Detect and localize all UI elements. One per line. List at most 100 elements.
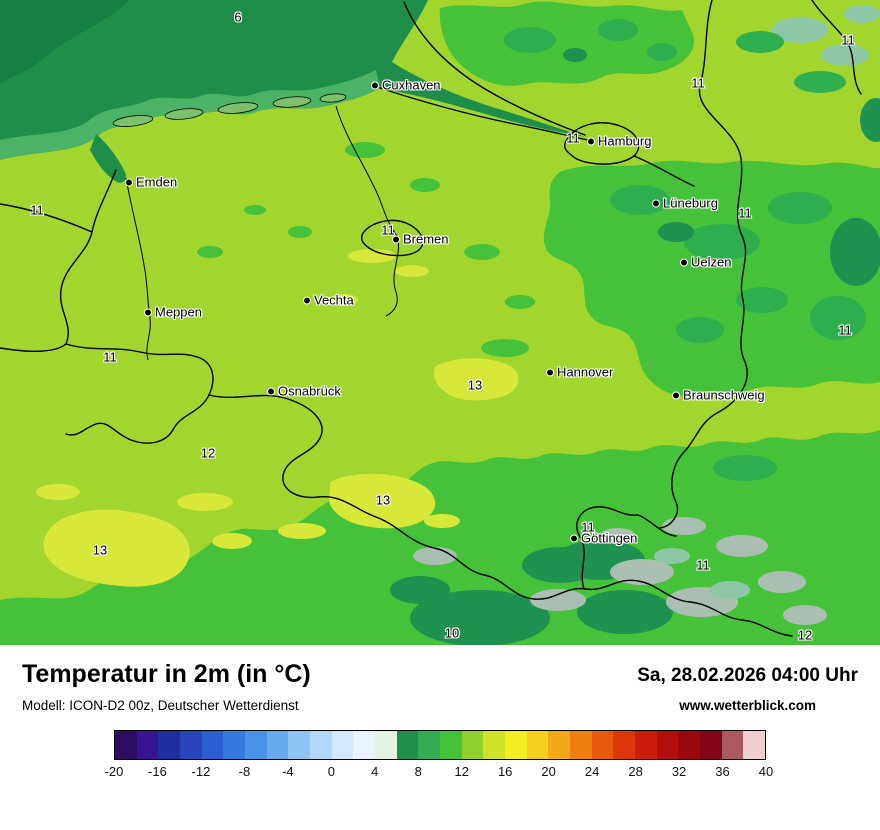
legend-color-block — [678, 731, 701, 759]
legend-color-block — [288, 731, 311, 759]
legend-tick-label: 16 — [497, 764, 513, 779]
coastline-elbe — [379, 87, 589, 141]
gray-patch — [783, 605, 827, 625]
legend-color-block — [570, 731, 592, 759]
green-patch — [577, 590, 673, 634]
legend-color-block — [526, 731, 549, 759]
green-patch — [736, 31, 784, 53]
green-region-south — [0, 430, 880, 645]
yellow-patch — [328, 473, 436, 529]
island — [164, 108, 204, 120]
border-nl-south — [65, 343, 214, 444]
yellow-patch — [330, 294, 358, 306]
green-patch — [288, 226, 312, 238]
legend-color-block — [483, 731, 506, 759]
legend-color-block — [180, 731, 202, 759]
green-patch — [504, 27, 556, 53]
coastline-sh — [403, 1, 586, 136]
green-patch — [810, 296, 866, 340]
border-northeast — [811, 0, 862, 95]
legend-color-block — [223, 731, 246, 759]
legend-color-block — [266, 731, 289, 759]
legend-color-block — [505, 731, 527, 759]
green-patch — [736, 287, 788, 313]
river-weser — [335, 105, 399, 317]
yellow-patch — [395, 265, 429, 277]
green-patches — [0, 1, 880, 645]
map-svg — [0, 0, 880, 645]
green-patch — [464, 244, 500, 260]
border-southeast — [689, 601, 793, 637]
legend-color-block — [700, 731, 722, 759]
datetime: Sa, 28.02.2026 04:00 Uhr — [637, 665, 858, 686]
gray-patch — [844, 5, 880, 23]
green-patch — [345, 142, 385, 158]
islands — [112, 93, 347, 127]
legend-color-block — [548, 731, 571, 759]
legend-tick-label: -4 — [282, 764, 294, 779]
border-south — [208, 394, 691, 603]
legend-color-block — [656, 731, 679, 759]
border-goettingen — [576, 506, 677, 590]
island — [217, 102, 259, 114]
legend-colorbar — [114, 730, 766, 760]
border-east — [659, 0, 748, 529]
legend-tick-label: 32 — [671, 764, 687, 779]
gray-patch — [610, 559, 674, 585]
legend-color-block — [353, 731, 376, 759]
gray-patch — [600, 528, 636, 544]
green-patch — [684, 224, 760, 260]
legend-tick-label: -8 — [238, 764, 251, 779]
green-patch — [563, 48, 587, 62]
legend-ticks: -20 -16 -12 -8 -4 0 4 8 12 16 20 24 28 32 36 40 — [105, 764, 774, 784]
legend-color-block — [461, 731, 484, 759]
ems-estuary — [90, 134, 126, 183]
gray-patch — [413, 547, 457, 565]
legend-color-block — [591, 731, 614, 759]
yellow-patch — [278, 523, 326, 539]
legend-color-block — [331, 731, 354, 759]
green-patch — [794, 71, 846, 93]
legend-tick-label: 40 — [758, 764, 774, 779]
legend-tick-label: 24 — [584, 764, 600, 779]
legend-tick-label: 4 — [371, 764, 379, 779]
legend-color-block — [136, 731, 159, 759]
river-ems — [125, 177, 151, 361]
legend-tick-label: 12 — [454, 764, 469, 779]
legend-color-block — [310, 731, 332, 759]
yellow-patch — [433, 358, 519, 401]
legend-color-block — [440, 731, 462, 759]
yellow-patch — [212, 533, 252, 549]
green-patch — [676, 317, 724, 343]
legend-color-block — [635, 731, 657, 759]
legend-color-block — [613, 731, 636, 759]
legend-color-block — [201, 731, 224, 759]
legend-color-block — [721, 731, 744, 759]
yellow-patch — [348, 249, 396, 263]
green-patch — [410, 590, 550, 645]
gray-patch — [716, 535, 768, 557]
yellow-patch — [43, 509, 190, 587]
gray-patch — [758, 571, 806, 593]
island — [112, 115, 154, 127]
sea-deep-corner — [0, 0, 130, 84]
rivers — [125, 105, 399, 361]
border-nl — [0, 169, 117, 352]
legend: -20 -16 -12 -8 -4 0 4 8 12 16 20 24 28 32 36 40 — [105, 730, 774, 784]
legend-tick-label: -16 — [148, 764, 167, 779]
legend-tick-label: 8 — [414, 764, 422, 779]
gray-patch — [772, 17, 828, 43]
legend-tick-label: 36 — [715, 764, 730, 779]
footer-right: Sa, 28.02.2026 04:00 Uhr www.wetterblick… — [637, 661, 858, 713]
legend-color-block — [245, 731, 267, 759]
legend-tick-label: -20 — [104, 764, 124, 779]
legend-color-block — [396, 731, 419, 759]
borders — [0, 0, 862, 637]
legend-tick-label: -12 — [191, 764, 211, 779]
island — [319, 93, 347, 103]
green-patch — [197, 246, 223, 258]
legend-color-block — [115, 731, 137, 759]
green-patch — [713, 455, 777, 481]
legend-color-block — [375, 731, 397, 759]
yellow-patch — [36, 484, 80, 500]
